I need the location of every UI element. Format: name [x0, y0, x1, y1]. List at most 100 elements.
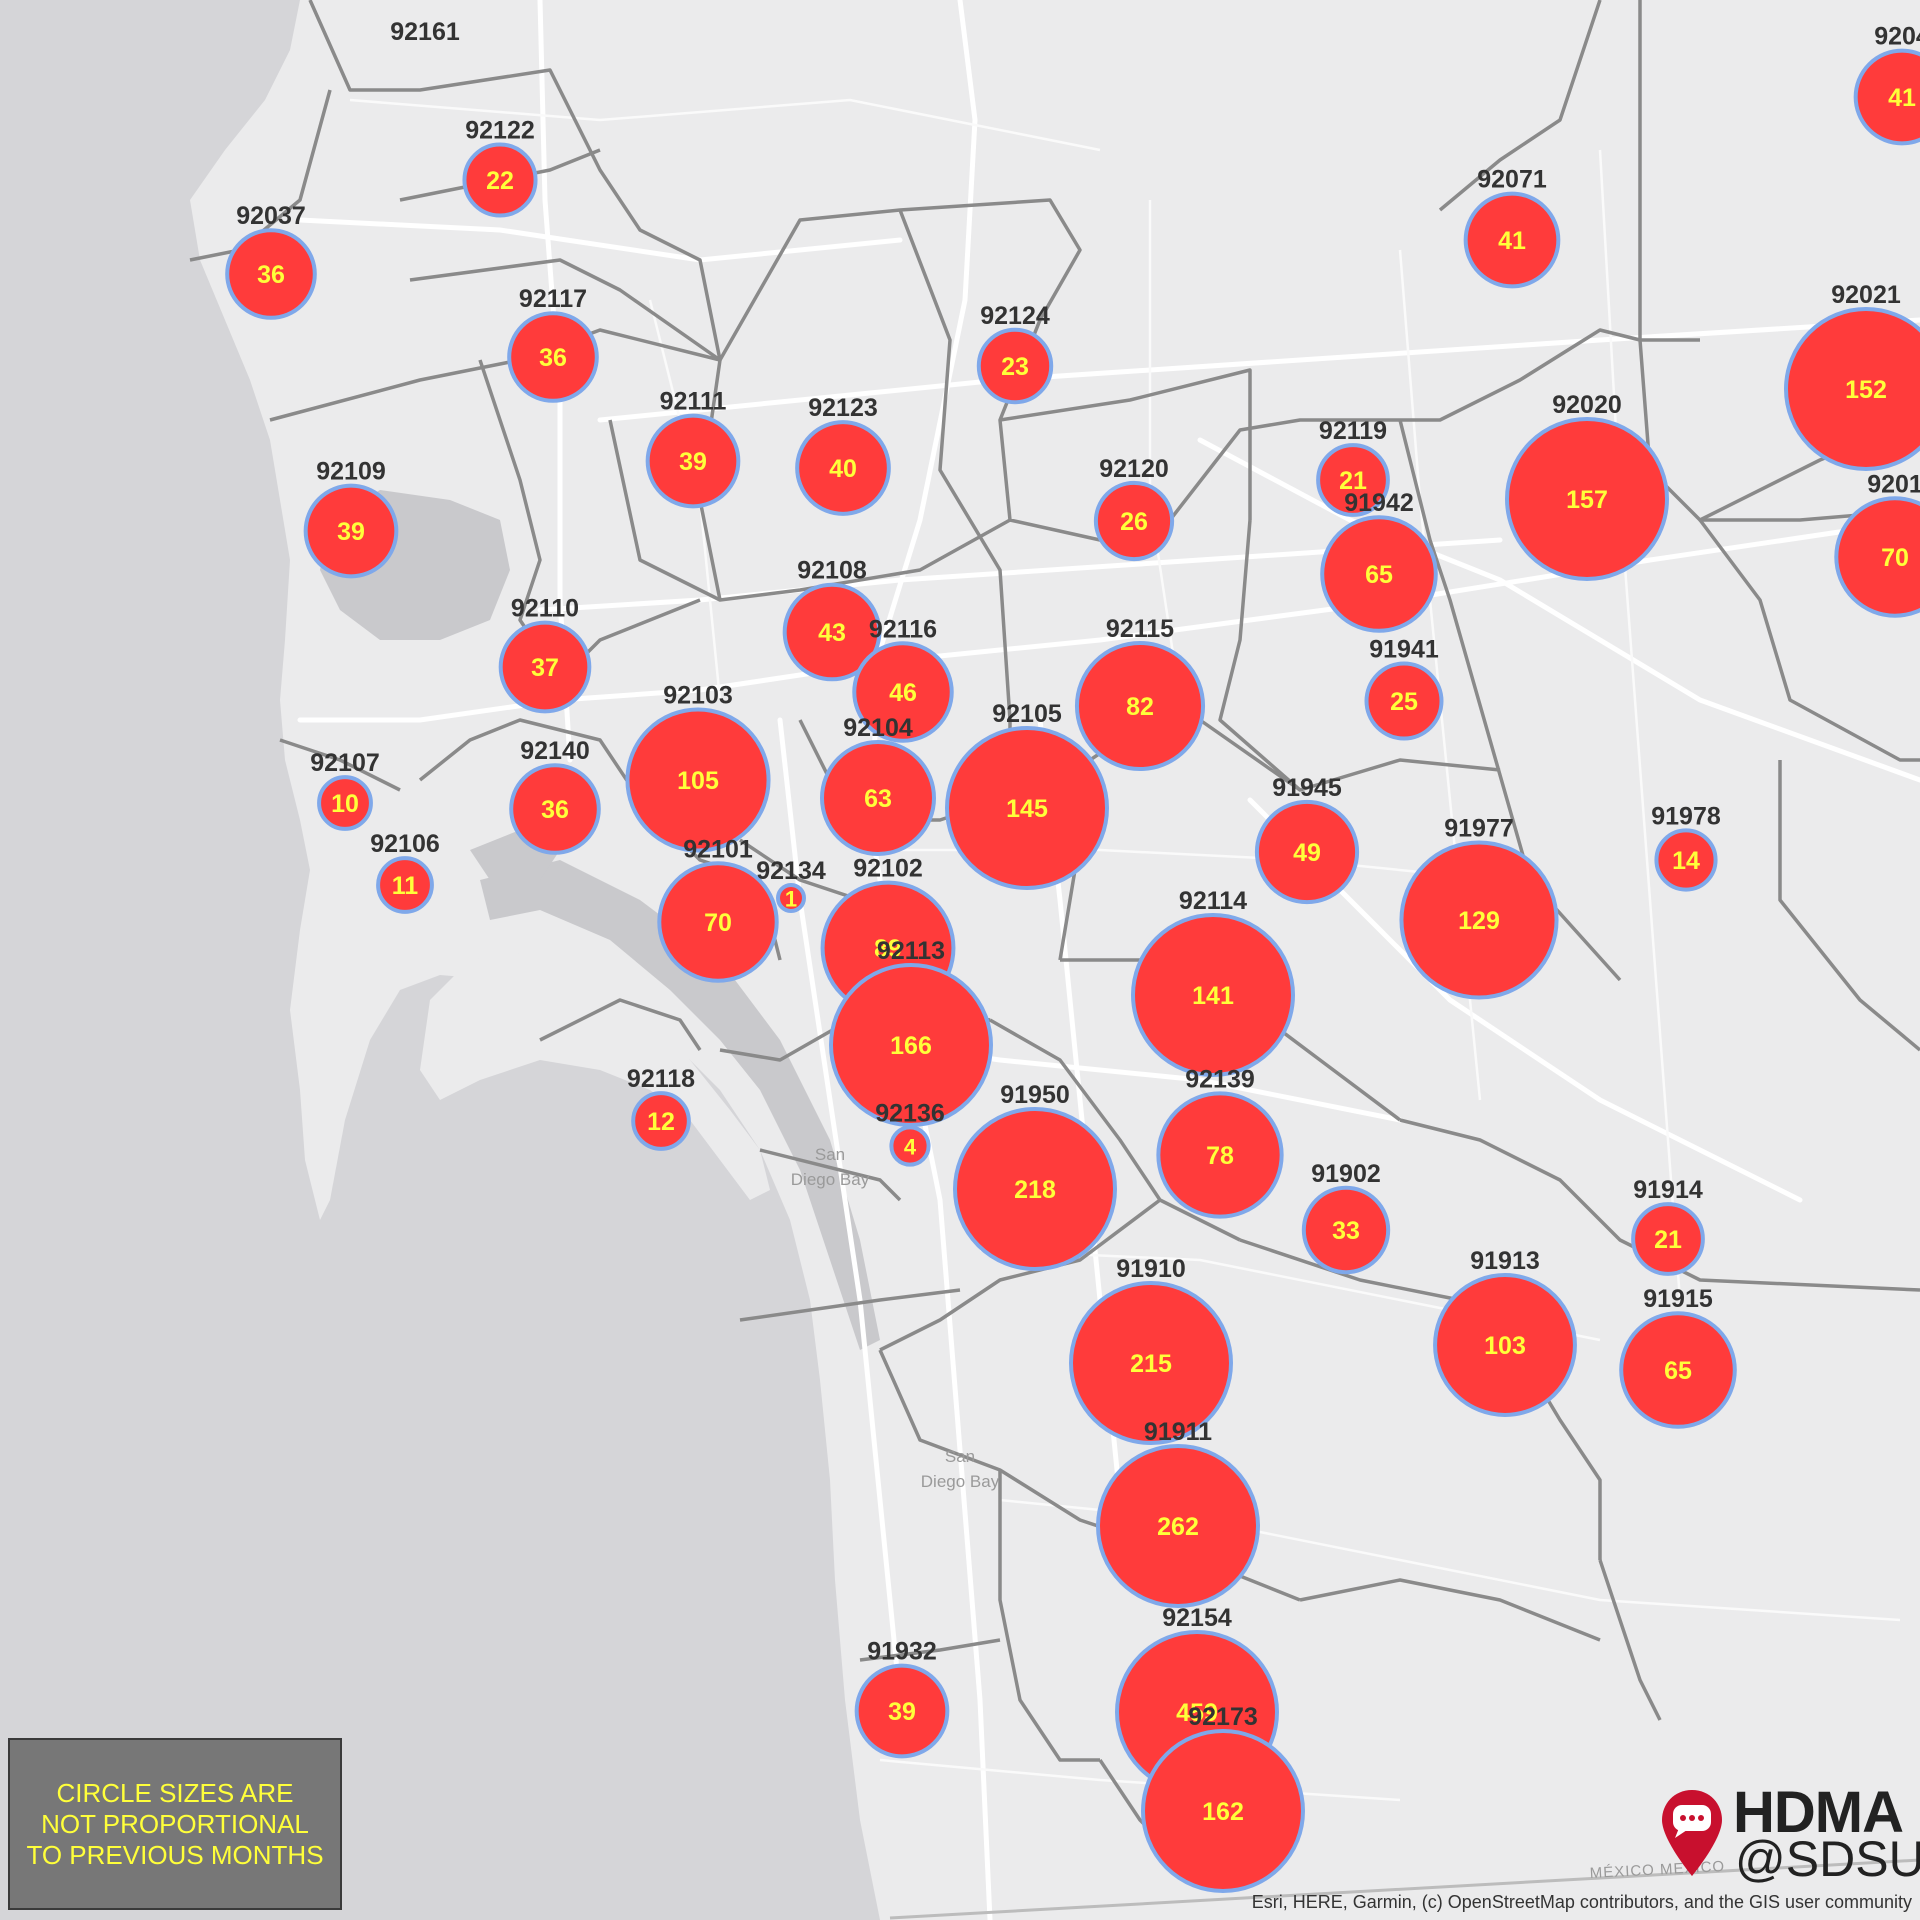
- zip-marker-91932: 39 91932: [854, 1638, 950, 1759]
- count-bubble: [782, 582, 882, 682]
- zip-label: 92021: [1831, 281, 1901, 309]
- water-label-diego-bay-2: Diego Bay: [921, 1472, 1000, 1491]
- zip-label: 92116: [869, 615, 937, 643]
- count-value: 40: [829, 455, 857, 483]
- map-attribution: Esri, HERE, Garmin, (c) OpenStreetMap co…: [1251, 1892, 1912, 1912]
- zip-label: 92071: [1477, 166, 1547, 194]
- count-bubble: [317, 775, 373, 831]
- zip-label: 91910: [1116, 1255, 1186, 1283]
- count-bubble: [776, 883, 806, 913]
- count-bubble: [1254, 799, 1360, 905]
- legend-note-text: CIRCLE SIZES ARE NOT PROPORTIONAL TO PRE…: [26, 1777, 324, 1870]
- count-value: 37: [531, 654, 559, 682]
- zip-marker-91915: 65 91915: [1619, 1285, 1737, 1429]
- zip-label: 92115: [1106, 615, 1174, 643]
- count-bubble: [1156, 1091, 1284, 1219]
- count-value: 36: [257, 261, 285, 289]
- count-value: 36: [539, 344, 567, 372]
- count-value: 11: [392, 872, 419, 900]
- zip-label: 92103: [663, 681, 733, 709]
- zip-marker-92110: 37 92110: [498, 595, 592, 714]
- count-value: 25: [1390, 688, 1418, 716]
- zip-label: 92102: [853, 855, 923, 883]
- zip-label: 92140: [520, 737, 590, 765]
- count-value: 36: [541, 796, 569, 824]
- zip-marker-92106: 11 92106: [370, 830, 440, 914]
- count-bubble: [1320, 515, 1438, 633]
- count-bubble: [976, 327, 1054, 405]
- zip-label: 92104: [843, 714, 913, 742]
- count-bubble: [509, 763, 601, 855]
- count-bubble: [829, 963, 993, 1127]
- zip-label: 91977: [1444, 814, 1514, 842]
- zip-label: 92108: [797, 557, 867, 585]
- count-value: 262: [1157, 1513, 1199, 1541]
- zip-marker-92124: 23 92124: [976, 302, 1054, 405]
- count-bubble: [953, 1107, 1117, 1271]
- zip-label: 92122: [465, 116, 535, 144]
- count-bubble: [1399, 840, 1559, 1000]
- coronado-island: [420, 950, 770, 1200]
- count-bubble: [498, 620, 592, 714]
- zip-label: 9204: [1874, 23, 1920, 51]
- count-value: 82: [1126, 693, 1154, 721]
- zip-label: 92124: [980, 302, 1050, 330]
- zip-label: 92120: [1099, 455, 1169, 483]
- zip-marker-92161: 92161: [390, 18, 460, 46]
- count-bubble: [1853, 48, 1920, 146]
- logo-title: HDMA: [1733, 1780, 1904, 1845]
- zip-label: 92101: [683, 835, 753, 863]
- zip-label: 92118: [627, 1065, 695, 1093]
- count-value: 166: [890, 1032, 932, 1060]
- zip-marker-91941: 25 91941: [1364, 636, 1444, 741]
- zip-marker-91978: 14 91978: [1651, 802, 1721, 892]
- count-value: 10: [331, 790, 359, 818]
- zip-marker-91914: 21 91914: [1631, 1176, 1705, 1276]
- count-value: 4: [904, 1135, 917, 1160]
- count-value: 70: [1881, 544, 1909, 572]
- zip-label: 91945: [1272, 774, 1342, 802]
- count-value: 22: [486, 167, 514, 195]
- count-value: 105: [677, 767, 719, 795]
- count-bubble: [1784, 307, 1920, 471]
- count-bubble: [303, 483, 399, 579]
- zip-marker-92139: 78 92139: [1156, 1065, 1284, 1219]
- zip-marker-92117: 36 92117: [507, 285, 599, 403]
- zip-label: 92139: [1185, 1065, 1255, 1093]
- count-value: 459: [1176, 1699, 1218, 1727]
- zip-marker-92103: 105 92103: [625, 681, 771, 853]
- count-bubble: [1463, 191, 1561, 289]
- count-bubble: [945, 726, 1109, 890]
- zip-marker-92109: 39 92109: [303, 458, 399, 579]
- count-value: 162: [1202, 1798, 1244, 1826]
- zip-marker-9201: 70 9201: [1834, 470, 1920, 618]
- count-bubble: [1096, 1444, 1260, 1608]
- count-bubble: [625, 707, 771, 853]
- zip-label: 92123: [808, 394, 878, 422]
- count-value: 41: [1498, 227, 1526, 255]
- zip-label: 92111: [660, 388, 727, 416]
- zip-label: 91902: [1311, 1160, 1381, 1188]
- count-value: 89: [874, 935, 902, 963]
- zip-label: 92119: [1319, 417, 1387, 445]
- count-value: 63: [864, 785, 892, 813]
- count-bubble: [854, 1663, 950, 1759]
- count-value: 65: [1365, 561, 1393, 589]
- zip-marker-92071: 41 92071: [1463, 166, 1561, 289]
- water-label-san-1: San: [815, 1145, 845, 1164]
- count-bubble: [852, 641, 954, 743]
- count-bubble: [1069, 1281, 1233, 1445]
- count-value: 218: [1014, 1176, 1056, 1204]
- count-value: 39: [679, 448, 707, 476]
- zip-label: 91915: [1643, 1285, 1713, 1313]
- zip-marker-92021: 152 92021: [1784, 281, 1920, 471]
- zip-marker-92104: 63 92104: [819, 714, 937, 857]
- zip-label: 92107: [310, 749, 380, 777]
- count-value: 21: [1654, 1226, 1682, 1254]
- zip-label: 92161: [390, 18, 460, 46]
- count-value: 145: [1006, 795, 1048, 823]
- zip-marker-92140: 36 92140: [509, 737, 601, 855]
- zip-marker-92118: 12 92118: [627, 1065, 695, 1151]
- count-value: 21: [1339, 467, 1367, 495]
